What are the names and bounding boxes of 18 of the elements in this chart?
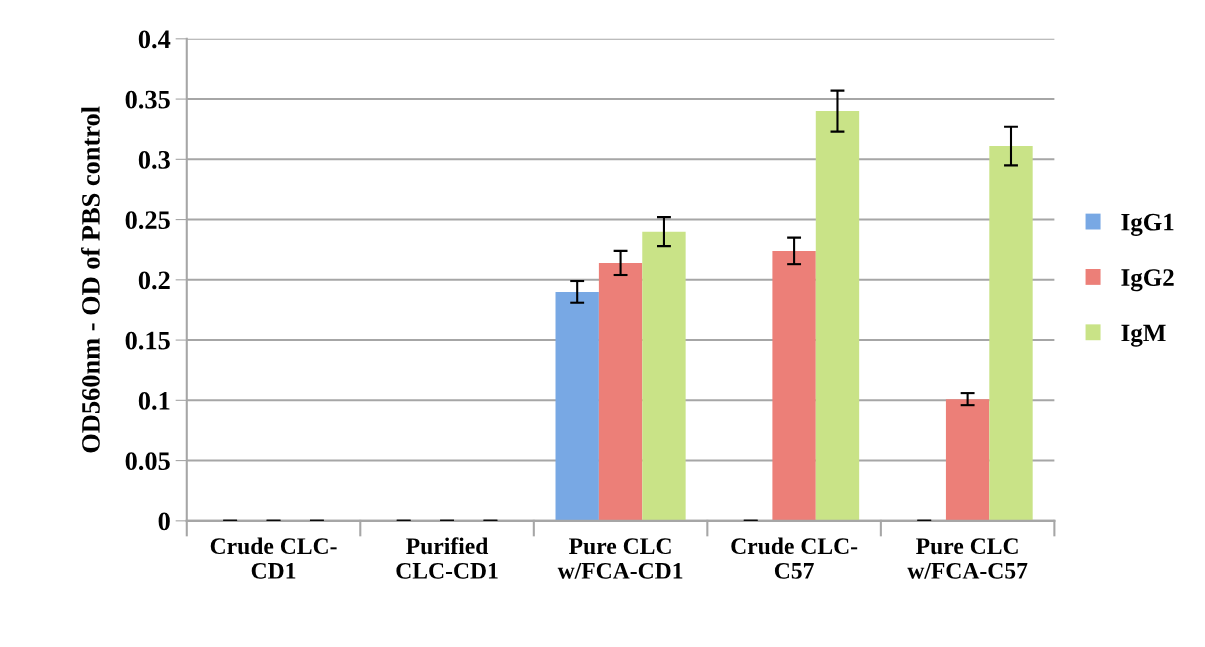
y-tick-label: 0.25 [125,211,170,230]
y-tick-label: 0.3 [138,150,170,169]
y-tick-label: 0.05 [125,452,170,471]
y-tick-label: 0.35 [125,90,170,109]
x-tick-label: Purified CLC-CD1 [396,537,498,579]
x-tick-label: Crude CLC- C57 [731,537,858,579]
y-tick-label: 0.1 [138,391,170,410]
y-tick-label: 0.4 [138,30,171,49]
x-tick-label: Pure CLC w/FCA-C57 [907,538,1028,579]
y-axis-title: OD560nm - OD of PBS control [80,106,100,453]
y-tick-label: 0.2 [138,271,170,290]
x-tick-label: Crude CLC- CD1 [210,537,337,579]
legend-label: IgM [1121,324,1166,347]
y-tick-label: 0 [158,512,170,531]
y-tick-label: 0.15 [125,331,170,350]
legend-label: IgG2 [1121,269,1174,292]
x-tick-label: Pure CLC w/FCA-CD1 [557,538,683,579]
legend-label: IgG1 [1121,213,1174,236]
